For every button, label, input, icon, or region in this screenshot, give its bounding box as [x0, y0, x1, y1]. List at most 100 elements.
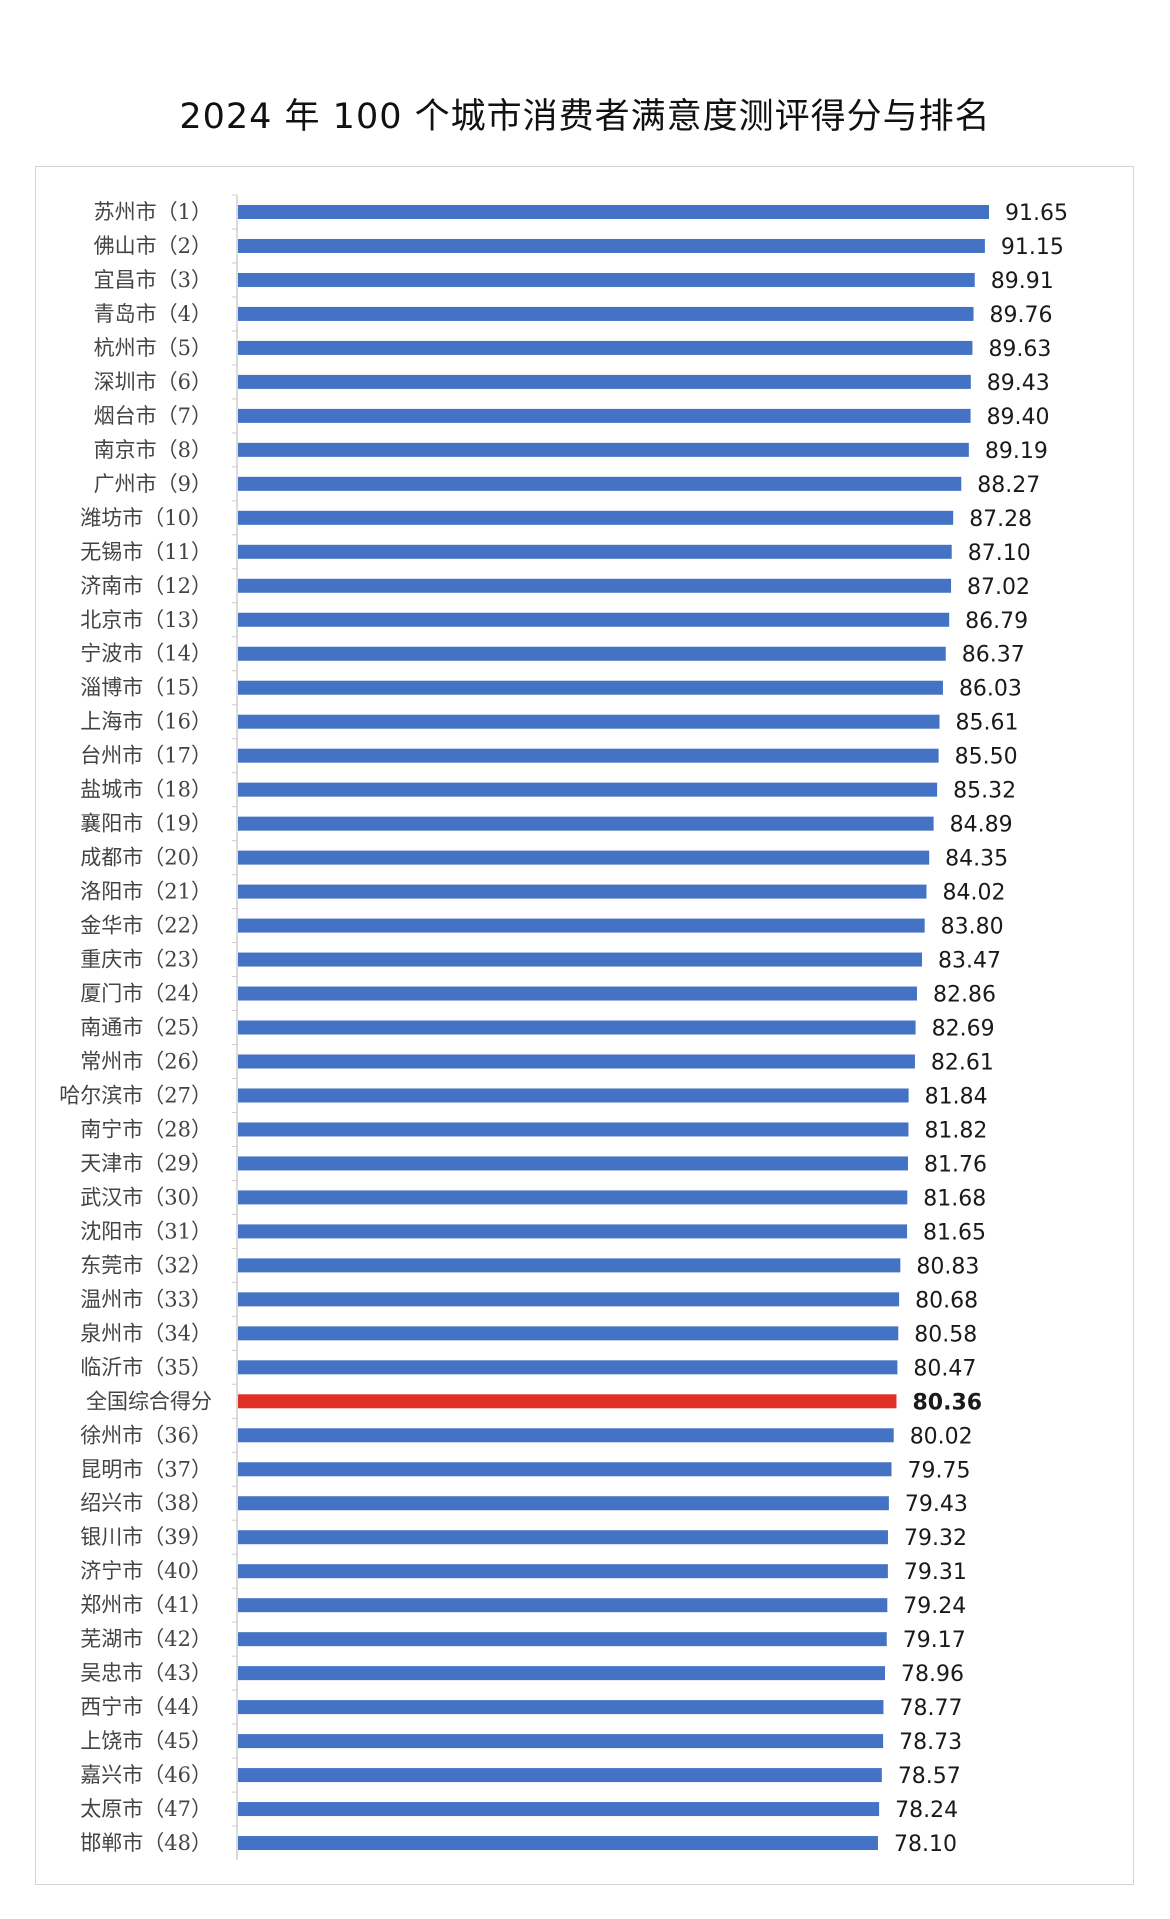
bar	[238, 680, 943, 695]
data-label: 83.47	[938, 949, 1001, 974]
data-label: 82.69	[932, 1017, 995, 1042]
bar	[238, 1292, 900, 1307]
data-label: 85.50	[955, 745, 1018, 770]
bar	[238, 272, 975, 287]
category-label: 太原市（47）	[80, 1797, 212, 1821]
bar	[238, 884, 927, 899]
data-label: 84.89	[950, 813, 1013, 838]
category-label: 上海市（16）	[80, 710, 212, 734]
bar	[238, 1224, 908, 1239]
category-label: 烟台市（7）	[94, 404, 212, 428]
bar	[238, 748, 939, 763]
category-label: 郑州市（41）	[80, 1593, 212, 1617]
category-label: 南京市（8）	[94, 438, 212, 462]
bar	[238, 1496, 889, 1511]
category-label: 全国综合得分	[86, 1389, 212, 1413]
bar	[238, 646, 946, 661]
bar	[238, 1054, 915, 1069]
category-label: 济南市（12）	[80, 574, 212, 598]
bar	[238, 1768, 882, 1783]
data-label: 82.61	[931, 1051, 994, 1076]
data-label: 79.43	[905, 1492, 968, 1517]
category-label: 宁波市（14）	[80, 642, 212, 666]
data-label: 78.10	[894, 1832, 957, 1857]
bar	[238, 1156, 908, 1171]
bar	[238, 578, 952, 593]
category-label: 苏州市（1）	[94, 200, 212, 224]
data-label: 89.43	[987, 371, 1050, 396]
data-label: 78.57	[898, 1764, 961, 1789]
bar	[238, 1836, 878, 1851]
bar	[238, 1326, 899, 1341]
bar	[238, 612, 950, 627]
bar	[238, 510, 954, 525]
category-label: 宜昌市（3）	[94, 268, 212, 292]
bar	[238, 442, 969, 457]
category-label: 西宁市（44）	[80, 1695, 212, 1719]
category-label: 邯郸市（48）	[80, 1831, 212, 1855]
data-label: 79.32	[904, 1526, 967, 1551]
data-label: 85.61	[956, 711, 1019, 736]
data-label: 79.24	[903, 1594, 966, 1619]
data-label: 79.75	[907, 1458, 970, 1483]
bar	[238, 850, 930, 865]
bar	[238, 714, 940, 729]
category-label: 青岛市（4）	[94, 302, 212, 326]
data-label: 84.02	[942, 881, 1005, 906]
data-label: 80.83	[916, 1254, 979, 1279]
category-label: 南通市（25）	[80, 1016, 212, 1040]
category-label: 南宁市（28）	[80, 1117, 212, 1141]
category-label: 洛阳市（21）	[80, 880, 212, 904]
category-label: 临沂市（35）	[80, 1355, 212, 1379]
bar	[238, 1802, 880, 1817]
data-label: 86.37	[962, 643, 1025, 668]
data-label: 78.73	[899, 1730, 962, 1755]
bar	[238, 1632, 887, 1647]
bar	[238, 408, 971, 423]
data-label: 89.40	[987, 405, 1050, 430]
bar	[238, 1734, 884, 1749]
bar	[238, 952, 922, 967]
bar	[238, 986, 917, 1001]
category-label: 济宁市（40）	[80, 1559, 212, 1583]
data-label: 79.31	[904, 1560, 967, 1585]
bar	[238, 1258, 901, 1273]
bar	[238, 1020, 916, 1035]
category-label: 杭州市（5）	[94, 336, 212, 360]
category-label: 嘉兴市（46）	[80, 1763, 212, 1787]
bar	[238, 306, 974, 321]
category-label: 昆明市（37）	[80, 1457, 212, 1481]
data-label: 80.58	[914, 1322, 977, 1347]
data-label: 91.15	[1001, 235, 1064, 260]
bar	[238, 782, 938, 797]
data-label: 81.82	[924, 1118, 987, 1143]
category-label: 武汉市（30）	[80, 1185, 212, 1209]
bar	[238, 1462, 892, 1477]
data-label: 82.86	[933, 983, 996, 1008]
category-label: 北京市（13）	[80, 608, 212, 632]
category-label: 徐州市（36）	[80, 1423, 212, 1447]
chart-title: 2024 年 100 个城市消费者满意度测评得分与排名	[179, 97, 991, 137]
data-label: 78.77	[899, 1696, 962, 1721]
category-label: 哈尔滨市（27）	[59, 1083, 212, 1107]
data-label: 88.27	[977, 473, 1040, 498]
highlight-bar	[238, 1394, 897, 1409]
data-label: 80.68	[915, 1288, 978, 1313]
data-label: 86.79	[965, 609, 1028, 634]
data-label: 89.63	[988, 337, 1051, 362]
bar	[238, 1598, 888, 1613]
bar	[238, 1190, 908, 1205]
data-label: 80.02	[910, 1424, 973, 1449]
category-label: 银川市（39）	[80, 1525, 212, 1549]
category-label: 沈阳市（31）	[80, 1219, 212, 1243]
data-label: 79.17	[903, 1628, 966, 1653]
category-label: 重庆市（23）	[80, 948, 212, 972]
bar	[238, 816, 934, 831]
category-label: 无锡市（11）	[80, 540, 212, 564]
data-label: 83.80	[941, 915, 1004, 940]
bar	[238, 1564, 888, 1579]
data-label: 81.68	[923, 1186, 986, 1211]
category-label: 上饶市（45）	[80, 1729, 212, 1753]
data-label: 87.02	[967, 575, 1030, 600]
category-label: 天津市（29）	[80, 1151, 212, 1175]
